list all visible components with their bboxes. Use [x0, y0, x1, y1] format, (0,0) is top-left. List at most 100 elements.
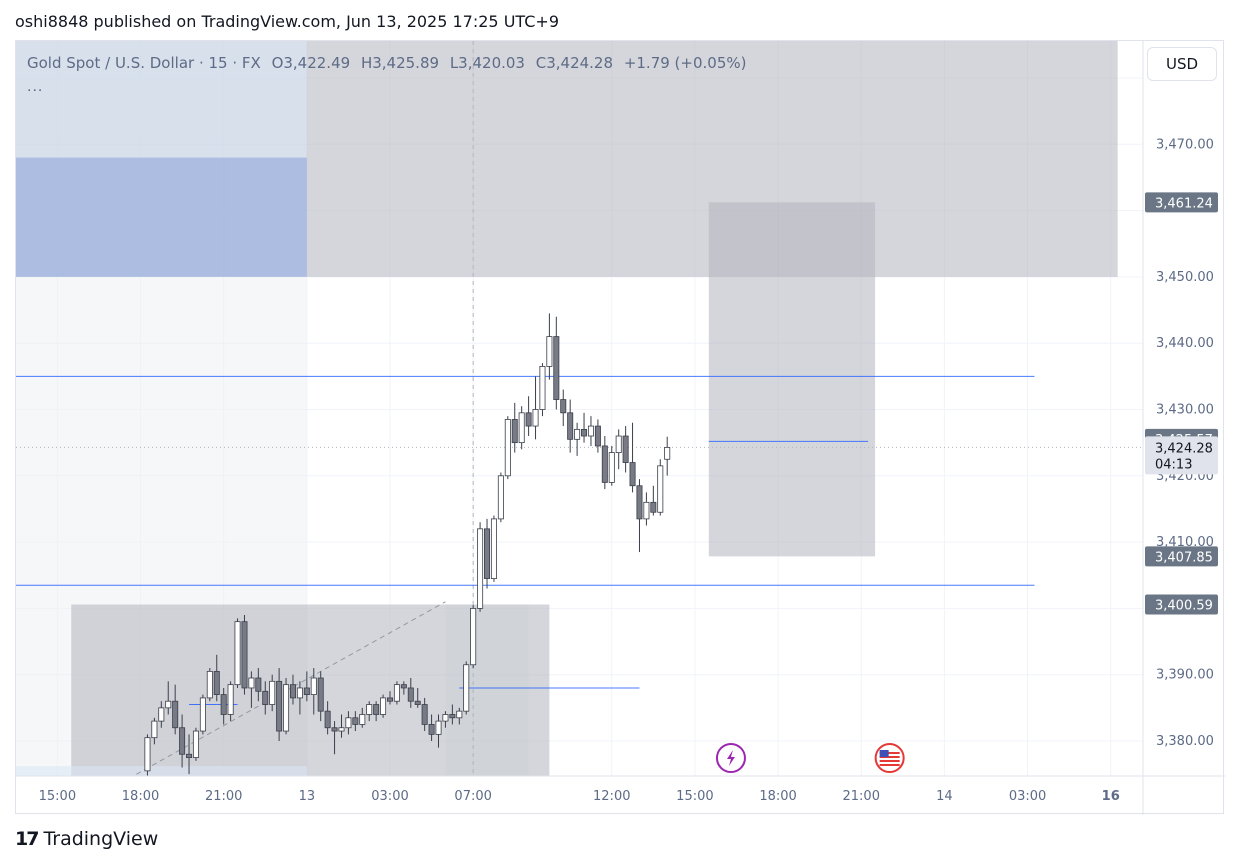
candle[interactable]	[144, 734, 151, 780]
candle[interactable]	[359, 707, 366, 728]
candle[interactable]	[442, 711, 449, 728]
candle[interactable]	[490, 515, 497, 582]
candle[interactable]	[213, 654, 220, 702]
tradingview-logo[interactable]: 17 TradingView	[15, 828, 158, 850]
candle-body	[574, 428, 581, 440]
candle[interactable]	[234, 618, 241, 688]
candle[interactable]	[338, 714, 345, 738]
candle[interactable]	[352, 711, 359, 732]
candle[interactable]	[636, 479, 643, 553]
candle[interactable]	[574, 422, 581, 456]
candle[interactable]	[186, 734, 193, 775]
candle[interactable]	[400, 681, 407, 695]
candle[interactable]	[601, 436, 608, 490]
candle[interactable]	[289, 674, 296, 705]
candle[interactable]	[435, 714, 442, 748]
candle-body	[449, 714, 456, 719]
candle[interactable]	[317, 671, 324, 722]
chart-panel[interactable]: 3,470.00 3,450.00 3,440.00 3,430.00 3,420.00…	[15, 40, 1225, 815]
candle-body	[567, 412, 574, 440]
candle[interactable]	[220, 687, 227, 725]
candle[interactable]	[393, 681, 400, 705]
flag-stripe	[879, 760, 900, 762]
candle[interactable]	[255, 668, 262, 702]
legend-symbol[interactable]: Gold Spot / U.S. Dollar · 15 · FX	[27, 54, 261, 72]
candle-body	[581, 428, 588, 437]
candle[interactable]	[414, 687, 421, 708]
candle[interactable]	[622, 426, 629, 473]
candle[interactable]	[497, 472, 504, 523]
candle[interactable]	[172, 684, 179, 735]
candle[interactable]	[324, 701, 331, 735]
candle[interactable]	[594, 419, 601, 453]
candle[interactable]	[310, 668, 317, 715]
candle[interactable]	[567, 399, 574, 453]
candle[interactable]	[345, 711, 352, 735]
legend-low: L3,420.03	[449, 54, 525, 72]
candle[interactable]	[477, 522, 484, 612]
candle[interactable]	[504, 416, 511, 480]
candle[interactable]	[608, 445, 615, 486]
candle-body	[643, 501, 650, 520]
candle[interactable]	[587, 416, 594, 446]
candle[interactable]	[227, 681, 234, 722]
candle-body	[518, 412, 525, 444]
candle[interactable]	[276, 668, 283, 741]
candle[interactable]	[650, 485, 657, 516]
candle[interactable]	[380, 694, 387, 718]
candle[interactable]	[664, 436, 671, 476]
candle[interactable]	[511, 402, 518, 453]
currency-button[interactable]: USD	[1147, 47, 1217, 81]
candle[interactable]	[296, 681, 303, 715]
candle-body	[144, 737, 151, 772]
x-tick-label: 18:00	[122, 789, 159, 804]
candle[interactable]	[518, 406, 525, 450]
price-chart[interactable]: 3,470.003,450.003,440.003,430.003,420.00…	[16, 41, 1225, 815]
candle[interactable]	[463, 661, 470, 715]
candle[interactable]	[539, 363, 546, 417]
candle[interactable]	[199, 694, 206, 735]
y-tick-label: 3,430.00	[1156, 403, 1214, 418]
candle[interactable]	[560, 389, 567, 427]
candle[interactable]	[449, 704, 456, 725]
candle[interactable]	[151, 717, 158, 745]
candle[interactable]	[158, 701, 165, 728]
candle-body	[234, 621, 241, 686]
y-tick-label: 3,470.00	[1156, 137, 1214, 152]
candle[interactable]	[179, 714, 186, 768]
candle[interactable]	[525, 396, 532, 437]
candle-body	[366, 704, 373, 715]
candle[interactable]	[421, 697, 428, 732]
candle[interactable]	[553, 316, 560, 410]
candle[interactable]	[629, 422, 636, 493]
candle[interactable]	[470, 605, 477, 669]
legend-more-button[interactable]: ...	[27, 78, 44, 95]
candle[interactable]	[241, 615, 248, 695]
candle[interactable]	[269, 674, 276, 712]
candle-body	[400, 684, 407, 689]
candle[interactable]	[615, 429, 622, 470]
candle[interactable]	[206, 668, 213, 702]
candle[interactable]	[428, 714, 435, 741]
candle[interactable]	[643, 492, 650, 526]
candle[interactable]	[283, 678, 290, 735]
candle[interactable]	[373, 701, 380, 722]
candle[interactable]	[657, 459, 664, 516]
candle[interactable]	[165, 681, 172, 715]
candle[interactable]	[192, 727, 199, 761]
candle[interactable]	[456, 707, 463, 725]
candle[interactable]	[303, 671, 310, 702]
candle[interactable]	[366, 701, 373, 722]
candle[interactable]	[248, 671, 255, 708]
zone-rect	[16, 157, 307, 277]
candle[interactable]	[386, 691, 393, 705]
candle[interactable]	[331, 721, 338, 755]
candle[interactable]	[407, 678, 414, 708]
candle[interactable]	[532, 376, 539, 440]
candle[interactable]	[546, 313, 553, 380]
candle[interactable]	[262, 681, 269, 715]
candle-body	[345, 717, 352, 729]
price-tag	[1145, 594, 1218, 615]
candle[interactable]	[581, 412, 588, 443]
candle[interactable]	[484, 518, 491, 589]
